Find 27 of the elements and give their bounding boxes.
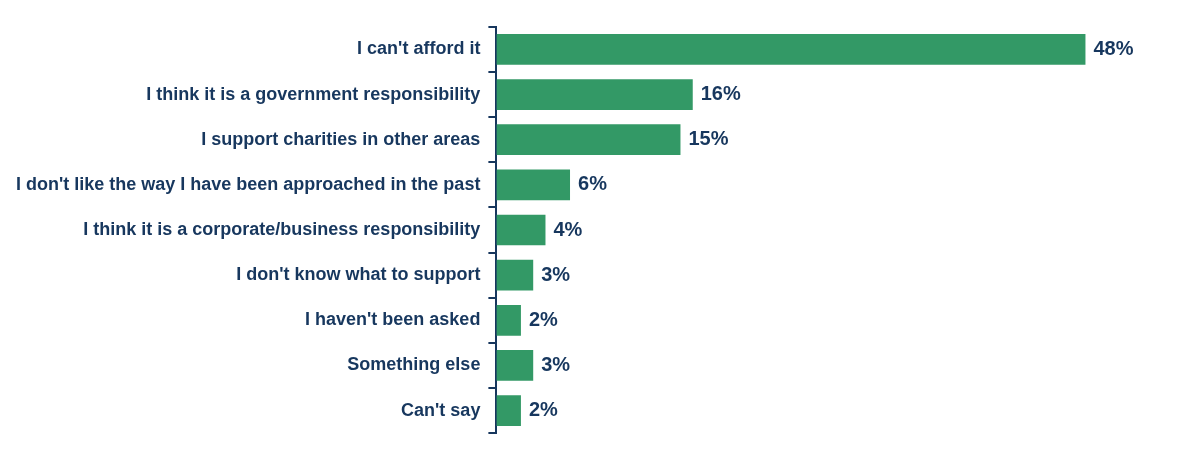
bar <box>496 214 546 246</box>
y-tick-label: I haven't been asked <box>305 309 481 330</box>
bar <box>496 304 521 336</box>
data-label: 15% <box>688 127 729 150</box>
bar <box>496 395 521 426</box>
data-label: 2% <box>528 398 559 421</box>
data-label: 4% <box>553 217 583 240</box>
y-tick-label: I think it is a corporate/business responsibility <box>83 218 481 239</box>
bar <box>496 350 534 381</box>
bar <box>496 169 571 201</box>
data-label: 16% <box>700 82 741 105</box>
data-label: 2% <box>528 307 559 330</box>
bar <box>496 124 681 156</box>
data-label: 48% <box>1093 36 1134 59</box>
bar <box>496 79 693 110</box>
y-tick-label: I can't afford it <box>357 38 481 59</box>
y-tick-label: Something else <box>347 354 481 375</box>
data-label: 3% <box>541 352 571 375</box>
y-tick-label: Can't say <box>401 399 481 420</box>
data-label: 3% <box>541 262 571 285</box>
y-tick-label: I don't like the way I have been approached in the past <box>16 173 481 194</box>
y-tick-label: I support charities in other areas <box>201 128 481 149</box>
y-tick-label: I think it is a government responsibility <box>146 83 481 104</box>
y-tick-label: I don't know what to support <box>236 264 481 285</box>
bar <box>496 34 1086 65</box>
data-label: 6% <box>578 172 608 195</box>
bar <box>496 259 534 291</box>
